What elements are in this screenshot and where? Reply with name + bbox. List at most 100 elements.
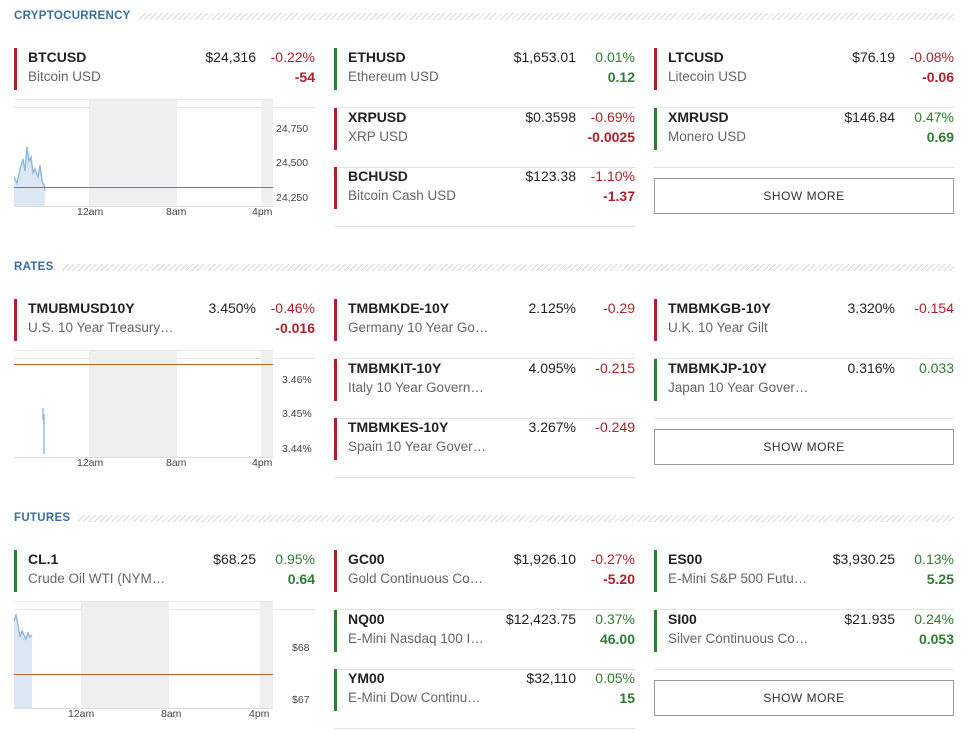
symbol[interactable]: XRPUSD <box>348 109 407 125</box>
x-tick-label: 8am <box>161 708 182 720</box>
point-change: 5.25 <box>926 571 954 587</box>
yield: 2.125% <box>528 300 576 316</box>
price-area <box>14 147 45 206</box>
session-shade <box>261 99 273 206</box>
yield-line <box>42 408 45 454</box>
symbol[interactable]: TMBMKIT-10Y <box>348 360 442 376</box>
x-tick-label: 8am <box>166 457 187 469</box>
sparkline-chart-cl1[interactable]: $68 $67 12am 8am 4pm <box>14 601 314 720</box>
y-tick-label: 24,500 <box>276 157 309 169</box>
percent-change: 0.13% <box>914 551 954 567</box>
instrument-name: Monero USD <box>668 129 747 144</box>
symbol[interactable]: ES00 <box>668 551 703 567</box>
trend-bar <box>334 610 337 652</box>
x-tick-label: 12am <box>68 708 95 720</box>
symbol[interactable]: CL.1 <box>28 551 59 567</box>
quote-card-gc00[interactable]: GC00 Gold Continuous Co… $1,926.10 -0.27… <box>334 550 635 610</box>
section-title[interactable]: CRYPTOCURRENCY <box>14 10 131 22</box>
y-tick-label: 24,750 <box>276 123 309 135</box>
y-tick-label: $67 <box>292 694 310 706</box>
symbol[interactable]: TMBMKES-10Y <box>348 419 449 435</box>
session-shade <box>89 99 177 206</box>
point-change: -0.0025 <box>587 129 635 145</box>
price: $0.3598 <box>525 109 576 125</box>
trend-bar <box>654 299 657 341</box>
symbol[interactable]: BCHUSD <box>348 168 408 184</box>
x-tick-label: 4pm <box>249 708 270 720</box>
y-tick-label: 24,250 <box>276 192 309 204</box>
symbol[interactable]: NQ00 <box>348 611 385 627</box>
symbol[interactable]: XMRUSD <box>668 109 729 125</box>
instrument-name: Spain 10 Year Gover… <box>348 439 487 454</box>
header-divider <box>61 263 954 271</box>
symbol[interactable]: TMBMKDE-10Y <box>348 300 450 316</box>
point-change: 0.12 <box>607 69 635 85</box>
y-tick-label: 3.45% <box>282 408 312 420</box>
quote-card-es00[interactable]: ES00 E-Mini S&P 500 Futu… $3,930.25 0.13… <box>654 550 954 610</box>
section-title[interactable]: FUTURES <box>14 512 71 524</box>
section-header: CRYPTOCURRENCY <box>14 8 954 24</box>
symbol[interactable]: GC00 <box>348 551 385 567</box>
symbol[interactable]: ETHUSD <box>348 49 406 65</box>
trend-bar <box>334 299 337 341</box>
trend-bar <box>334 550 337 592</box>
symbol[interactable]: SI00 <box>668 611 697 627</box>
instrument-name: Ethereum USD <box>348 69 439 84</box>
percent-change: -0.22% <box>270 49 315 65</box>
percent-change: 0.05% <box>595 670 635 686</box>
quote-card-tmbmkit-10y[interactable]: TMBMKIT-10Y Italy 10 Year Govern… 4.095%… <box>334 359 635 419</box>
quote-card-xrpusd[interactable]: XRPUSD XRP USD $0.3598 -0.69% -0.0025 <box>334 108 635 168</box>
symbol[interactable]: YM00 <box>348 670 385 686</box>
quote-card-tmbmkes-10y[interactable]: TMBMKES-10Y Spain 10 Year Gover… 3.267% … <box>334 418 635 478</box>
trend-bar <box>334 418 337 460</box>
point-change: 0.64 <box>287 571 315 587</box>
section-header: RATES <box>14 259 954 275</box>
quote-card-bchusd[interactable]: BCHUSD Bitcoin Cash USD $123.38 -1.10% -… <box>334 167 635 227</box>
point-change: -0.29 <box>603 300 635 316</box>
session-shade <box>89 350 177 457</box>
symbol[interactable]: TMUBMUSD10Y <box>28 300 135 316</box>
symbol[interactable]: BTCUSD <box>28 49 87 65</box>
quote-card-tmbmkgb-10y[interactable]: TMBMKGB-10Y U.K. 10 Year Gilt 3.320% -0.… <box>654 299 954 359</box>
instrument-name: E-Mini S&P 500 Futu… <box>668 571 808 586</box>
sparkline-chart-btcusd[interactable]: 24,750 24,500 24,250 12am 8am 4pm <box>14 99 314 218</box>
instrument-name: U.K. 10 Year Gilt <box>668 320 768 335</box>
header-divider <box>138 12 954 20</box>
instrument-name: Litecoin USD <box>668 69 747 84</box>
instrument-name: Silver Continuous Co… <box>668 631 809 646</box>
quote-card-ltcusd[interactable]: LTCUSD Litecoin USD $76.19 -0.08% -0.06 <box>654 48 954 108</box>
price: $123.38 <box>525 168 576 184</box>
trend-bar <box>654 610 657 652</box>
quote-card-xmrusd[interactable]: XMRUSD Monero USD $146.84 0.47% 0.69 <box>654 108 954 168</box>
percent-change: 0.37% <box>595 611 635 627</box>
show-more-button[interactable]: SHOW MORE <box>654 680 954 716</box>
quote-card-cl1[interactable]: CL.1 Crude Oil WTI (NYM… $68.25 0.95% 0.… <box>14 550 315 610</box>
x-tick-label: 4pm <box>252 206 273 218</box>
yield: 4.095% <box>528 360 576 376</box>
quote-card-ethusd[interactable]: ETHUSD Ethereum USD $1,653.01 0.01% 0.12 <box>334 48 635 108</box>
price-line <box>14 612 33 641</box>
point-change: 0.053 <box>918 631 954 647</box>
symbol[interactable]: LTCUSD <box>668 49 724 65</box>
sparkline-chart-us10y[interactable]: 3.46% 3.45% 3.44% 12am 8am 4pm <box>14 350 314 469</box>
trend-bar <box>334 108 337 150</box>
quote-card-ym00[interactable]: YM00 E-Mini Dow Continu… $32,110 0.05% 1… <box>334 669 635 729</box>
chart-svg <box>14 99 273 207</box>
price: $24,316 <box>205 49 256 65</box>
quote-card-nq00[interactable]: NQ00 E-Mini Nasdaq 100 I… $12,423.75 0.3… <box>334 610 635 670</box>
symbol[interactable]: TMBMKGB-10Y <box>668 300 771 316</box>
show-more-button[interactable]: SHOW MORE <box>654 178 954 214</box>
yield: 3.320% <box>847 300 895 316</box>
section-title[interactable]: RATES <box>14 261 54 273</box>
trend-bar <box>654 550 657 592</box>
show-more-button[interactable]: SHOW MORE <box>654 429 954 465</box>
price-line <box>14 146 46 192</box>
price-area <box>14 615 32 708</box>
symbol[interactable]: TMBMKJP-10Y <box>668 360 767 376</box>
instrument-name: Crude Oil WTI (NYM… <box>28 571 166 586</box>
trend-bar <box>654 108 657 150</box>
quote-card-tmbmkde-10y[interactable]: TMBMKDE-10Y Germany 10 Year Go… 2.125% -… <box>334 299 635 359</box>
price: $68.25 <box>213 551 256 567</box>
quote-card-tmbmkjp-10y[interactable]: TMBMKJP-10Y Japan 10 Year Gover… 0.316% … <box>654 359 954 419</box>
quote-card-si00[interactable]: SI00 Silver Continuous Co… $21.935 0.24%… <box>654 610 954 670</box>
